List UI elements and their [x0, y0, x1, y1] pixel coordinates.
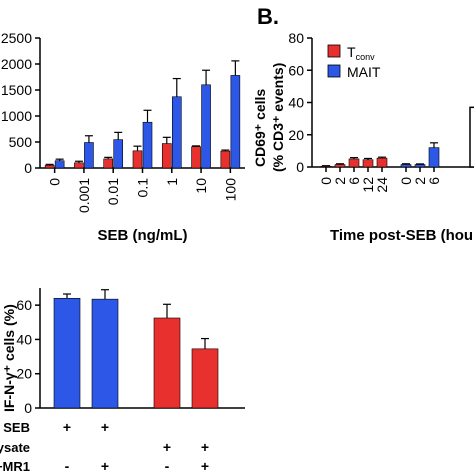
panel-c-y-tick-label: 20 — [16, 366, 32, 382]
panel-c-y-tick-label: 40 — [16, 331, 32, 347]
panel-b-y-tick-label: 20 — [288, 127, 304, 143]
panel-a-bar-blue — [171, 96, 182, 169]
panel-a-x-tick-label: 0.1 — [135, 178, 151, 198]
panel-c-condition-mark: + — [63, 419, 71, 435]
panel-c-bar — [91, 298, 119, 409]
panel-a-bar-red — [74, 162, 84, 169]
panel-b-bar — [400, 164, 412, 168]
panel-c-y-tick-label: 0 — [24, 400, 32, 416]
panel-b-letter: B. — [257, 4, 279, 29]
panel-a-bar-blue — [84, 142, 94, 169]
panel-b-bar — [362, 159, 374, 168]
panel-b-y-axis-title-line2: (% CD3⁺ events) — [270, 63, 286, 172]
panel-b-x-tick-label: 24 — [374, 177, 390, 193]
panel-a-x-tick-label: 0.001 — [76, 178, 92, 213]
panel-b-legend-label: Tconv — [347, 44, 375, 62]
panel-b-x-tick-label: 2 — [332, 177, 348, 185]
panel-b-bar — [348, 158, 360, 168]
panel-b-x-tick-label: 6 — [346, 177, 362, 185]
panel-b-y-tick-label: 80 — [288, 30, 304, 46]
panel-c-condition-mark: - — [65, 458, 70, 474]
panel-a-y-tick-label: 2000 — [1, 56, 32, 72]
panel-b-x-axis-title: Time post-SEB (hour — [330, 227, 474, 244]
panel-c-bar — [53, 297, 81, 409]
panel-a-x-tick-label: 10 — [193, 178, 209, 194]
panel-a-y-tick-label: 1000 — [1, 108, 32, 124]
panel-a-bar-red — [44, 165, 55, 169]
panel-b-x-tick-label: 0 — [398, 177, 414, 185]
panel-b-x-tick-label: 0 — [318, 177, 334, 185]
panel-b-legend-swatch — [327, 44, 341, 58]
panel-c-condition-mark: + — [101, 458, 109, 474]
panel-b-y-tick-label: 0 — [296, 159, 304, 175]
panel-a-x-tick-label: 1 — [164, 178, 180, 186]
panel-a-y-tick-label: 500 — [9, 134, 33, 150]
panel-a-bar-red — [103, 158, 114, 169]
panel-b-bar — [334, 164, 346, 168]
panel-b-y-tick-label: 60 — [288, 62, 304, 78]
panel-b-legend-swatch — [327, 64, 341, 78]
panel-c-y-tick-label: 60 — [16, 297, 32, 313]
panel-c-condition-label: ti−MR1 — [0, 459, 30, 474]
panel-a-y-tick-label: 2500 — [1, 30, 32, 46]
panel-a-x-tick-label: 0.01 — [105, 178, 121, 205]
panel-a-bar-red — [161, 143, 172, 169]
panel-a-x-axis-title: SEB (ng/mL) — [98, 227, 188, 244]
panel-a-bar-red — [220, 150, 231, 169]
panel-b-x-tick-label: 6 — [426, 177, 442, 185]
panel-c-y-axis-title: IF-N-γ⁺ cells (%) — [1, 304, 17, 412]
panel-c-condition-mark: + — [201, 439, 209, 455]
panel-c-condition-mark: + — [101, 419, 109, 435]
panel-b-bar — [320, 165, 332, 168]
panel-a-x-tick-label: 100 — [222, 178, 238, 202]
panel-c-condition-label: SEB — [3, 420, 30, 435]
panel-a-bar-red — [132, 150, 143, 169]
panel-c-bar — [153, 317, 181, 409]
panel-a-chart: 0 500 1000 1500 2000 2500 0 0.001 0.01 0.1 1 10 100 S… — [1, 30, 245, 244]
panel-b-legend-label: MAIT — [347, 64, 381, 80]
panel-a-bar-blue — [54, 160, 65, 169]
panel-a-bar-red — [191, 146, 201, 169]
panel-a-bar-blue — [142, 121, 153, 169]
panel-a-y-tick-label: 1500 — [1, 82, 32, 98]
panel-b-legend-subscript: conv — [356, 52, 376, 62]
panel-a-x-tick-label: 0 — [47, 178, 63, 186]
panel-a-bar-blue — [201, 84, 211, 169]
panel-c-condition-mark: + — [163, 439, 171, 455]
panel-b-x-tick-label: 12 — [360, 177, 376, 193]
panel-b-bar — [376, 157, 388, 168]
panel-c-condition-mark: + — [201, 458, 209, 474]
panel-b-y-axis-title-line1: CD69⁺ cells — [252, 89, 268, 167]
panel-b-x-tick-label: 2 — [412, 177, 428, 185]
panel-b-bar — [414, 164, 426, 168]
panel-b-bar — [428, 147, 440, 168]
panel-c-condition-mark: - — [165, 458, 170, 474]
panel-c-condition-label: e lysate — [0, 440, 30, 455]
panel-a-y-tick-label: 0 — [24, 160, 32, 176]
panel-b-partial-bar — [469, 106, 474, 168]
panel-c-bar — [191, 348, 219, 409]
panel-a-bar-blue — [230, 75, 241, 169]
panel-b-y-tick-label: 40 — [288, 95, 304, 111]
panel-a-bar-blue — [113, 139, 124, 169]
